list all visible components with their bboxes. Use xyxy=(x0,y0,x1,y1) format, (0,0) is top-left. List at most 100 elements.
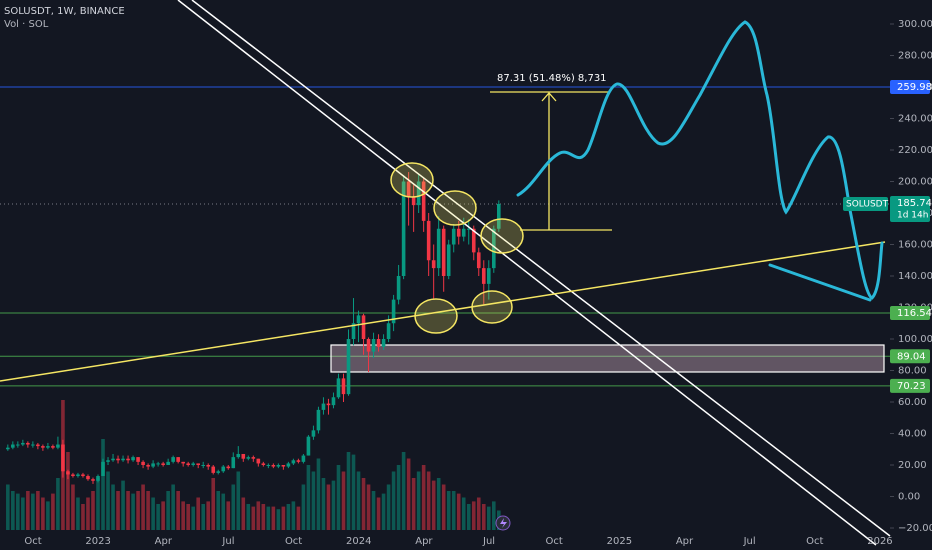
candle-body xyxy=(146,465,150,467)
candle-body xyxy=(266,465,271,466)
candle-body xyxy=(151,463,155,467)
level-badge xyxy=(890,305,930,320)
candle-body xyxy=(331,397,336,406)
candle-body xyxy=(441,228,446,276)
volume-bar xyxy=(81,504,85,530)
x-tick-label: Oct xyxy=(24,536,41,547)
candle-body xyxy=(66,471,70,475)
volume-bar xyxy=(6,484,10,530)
volume-bar xyxy=(201,504,206,530)
x-tick-label: 2025 xyxy=(607,536,632,547)
volume-bar xyxy=(446,491,451,530)
candle-body xyxy=(497,203,501,229)
volume-bar xyxy=(116,491,120,530)
x-tick-label: Jul xyxy=(221,536,234,547)
candle-body xyxy=(471,228,476,253)
volume-bar xyxy=(486,506,491,530)
price-label: 185.74 xyxy=(897,198,932,209)
candle-body xyxy=(426,220,431,261)
candle-body xyxy=(246,457,251,459)
candle-body xyxy=(76,474,80,477)
candle-body xyxy=(16,444,20,446)
candle-body xyxy=(286,463,291,467)
level-label: 116.54 xyxy=(897,308,932,319)
volume-bar xyxy=(111,484,115,530)
volume-bar xyxy=(86,497,90,530)
candle-body xyxy=(336,378,341,398)
volume-bar xyxy=(171,484,175,530)
volume-bar xyxy=(301,484,306,530)
level-badge xyxy=(890,378,930,393)
volume-bar xyxy=(436,478,441,530)
candle-body xyxy=(371,339,376,352)
volume-bar xyxy=(476,497,481,530)
volume-bar xyxy=(56,478,60,530)
x-tick-label: Oct xyxy=(546,536,563,547)
candle-body xyxy=(186,463,190,465)
candle-body xyxy=(41,446,45,448)
y-tick-label: 220.00 xyxy=(898,145,932,156)
volume-bar xyxy=(336,465,341,530)
candle-body xyxy=(316,409,321,431)
candle-body xyxy=(321,403,326,410)
x-tick-label: Apr xyxy=(676,536,694,547)
candle-body xyxy=(31,444,35,446)
volume-bar xyxy=(281,506,286,530)
candle-body xyxy=(396,276,401,300)
candle-body xyxy=(311,430,316,437)
candle-body xyxy=(166,461,170,465)
candle-body xyxy=(6,447,10,450)
candle-body xyxy=(156,463,160,465)
volume-bar xyxy=(291,501,296,530)
candle-body xyxy=(226,466,231,469)
x-tick-label: Jul xyxy=(743,536,756,547)
volume-bar xyxy=(396,465,401,530)
x-tick-label: Oct xyxy=(285,536,302,547)
candle-body xyxy=(136,457,140,462)
candle-body xyxy=(111,458,115,461)
volume-bar xyxy=(41,497,45,530)
volume-bar xyxy=(406,458,411,530)
symbol-label: SOLUSDT xyxy=(846,199,889,209)
candle-body xyxy=(11,444,15,448)
x-tick-label: Apr xyxy=(415,536,433,547)
volume-bar xyxy=(326,484,331,530)
candle-body xyxy=(416,181,421,206)
drawings: 87.31 (51.48%) 8,731 xyxy=(0,0,891,546)
volume-bar xyxy=(51,493,55,530)
candle-body xyxy=(171,457,175,462)
candle-body xyxy=(256,458,261,464)
volume-bar xyxy=(186,504,190,530)
candle-body xyxy=(26,442,30,445)
candle-body xyxy=(341,378,346,395)
subtitle: Vol · SOL xyxy=(4,19,49,30)
volume-bar xyxy=(286,504,291,530)
candle-body xyxy=(491,228,496,269)
volume-bar xyxy=(471,501,476,530)
candle-body xyxy=(176,457,180,462)
volume-bar xyxy=(266,506,271,530)
volume-bar xyxy=(421,465,426,530)
volume-bar xyxy=(151,497,155,530)
price-axis: 300.00280.00260.00240.00220.00200.00180.… xyxy=(24,19,932,547)
candle-body xyxy=(61,444,65,472)
candle-body xyxy=(261,463,266,465)
volume-bar xyxy=(316,458,321,530)
volume-bar xyxy=(176,491,180,530)
volume-bar xyxy=(196,497,200,530)
level-badge xyxy=(890,349,930,364)
candle-body xyxy=(446,244,451,276)
x-tick-label: Oct xyxy=(806,536,823,547)
volume-bar xyxy=(331,480,336,530)
volume-bar xyxy=(66,452,70,530)
volume-bar xyxy=(456,493,461,530)
candle-body xyxy=(281,465,286,467)
x-tick-label: 2023 xyxy=(85,536,110,547)
candle-body xyxy=(386,323,391,339)
candle-body xyxy=(486,268,491,284)
y-tick-label: 280.00 xyxy=(898,51,932,62)
volume-bar xyxy=(271,506,276,530)
candle-body xyxy=(326,403,331,406)
y-tick-label: 60.00 xyxy=(898,397,927,408)
candle-body xyxy=(366,339,371,352)
